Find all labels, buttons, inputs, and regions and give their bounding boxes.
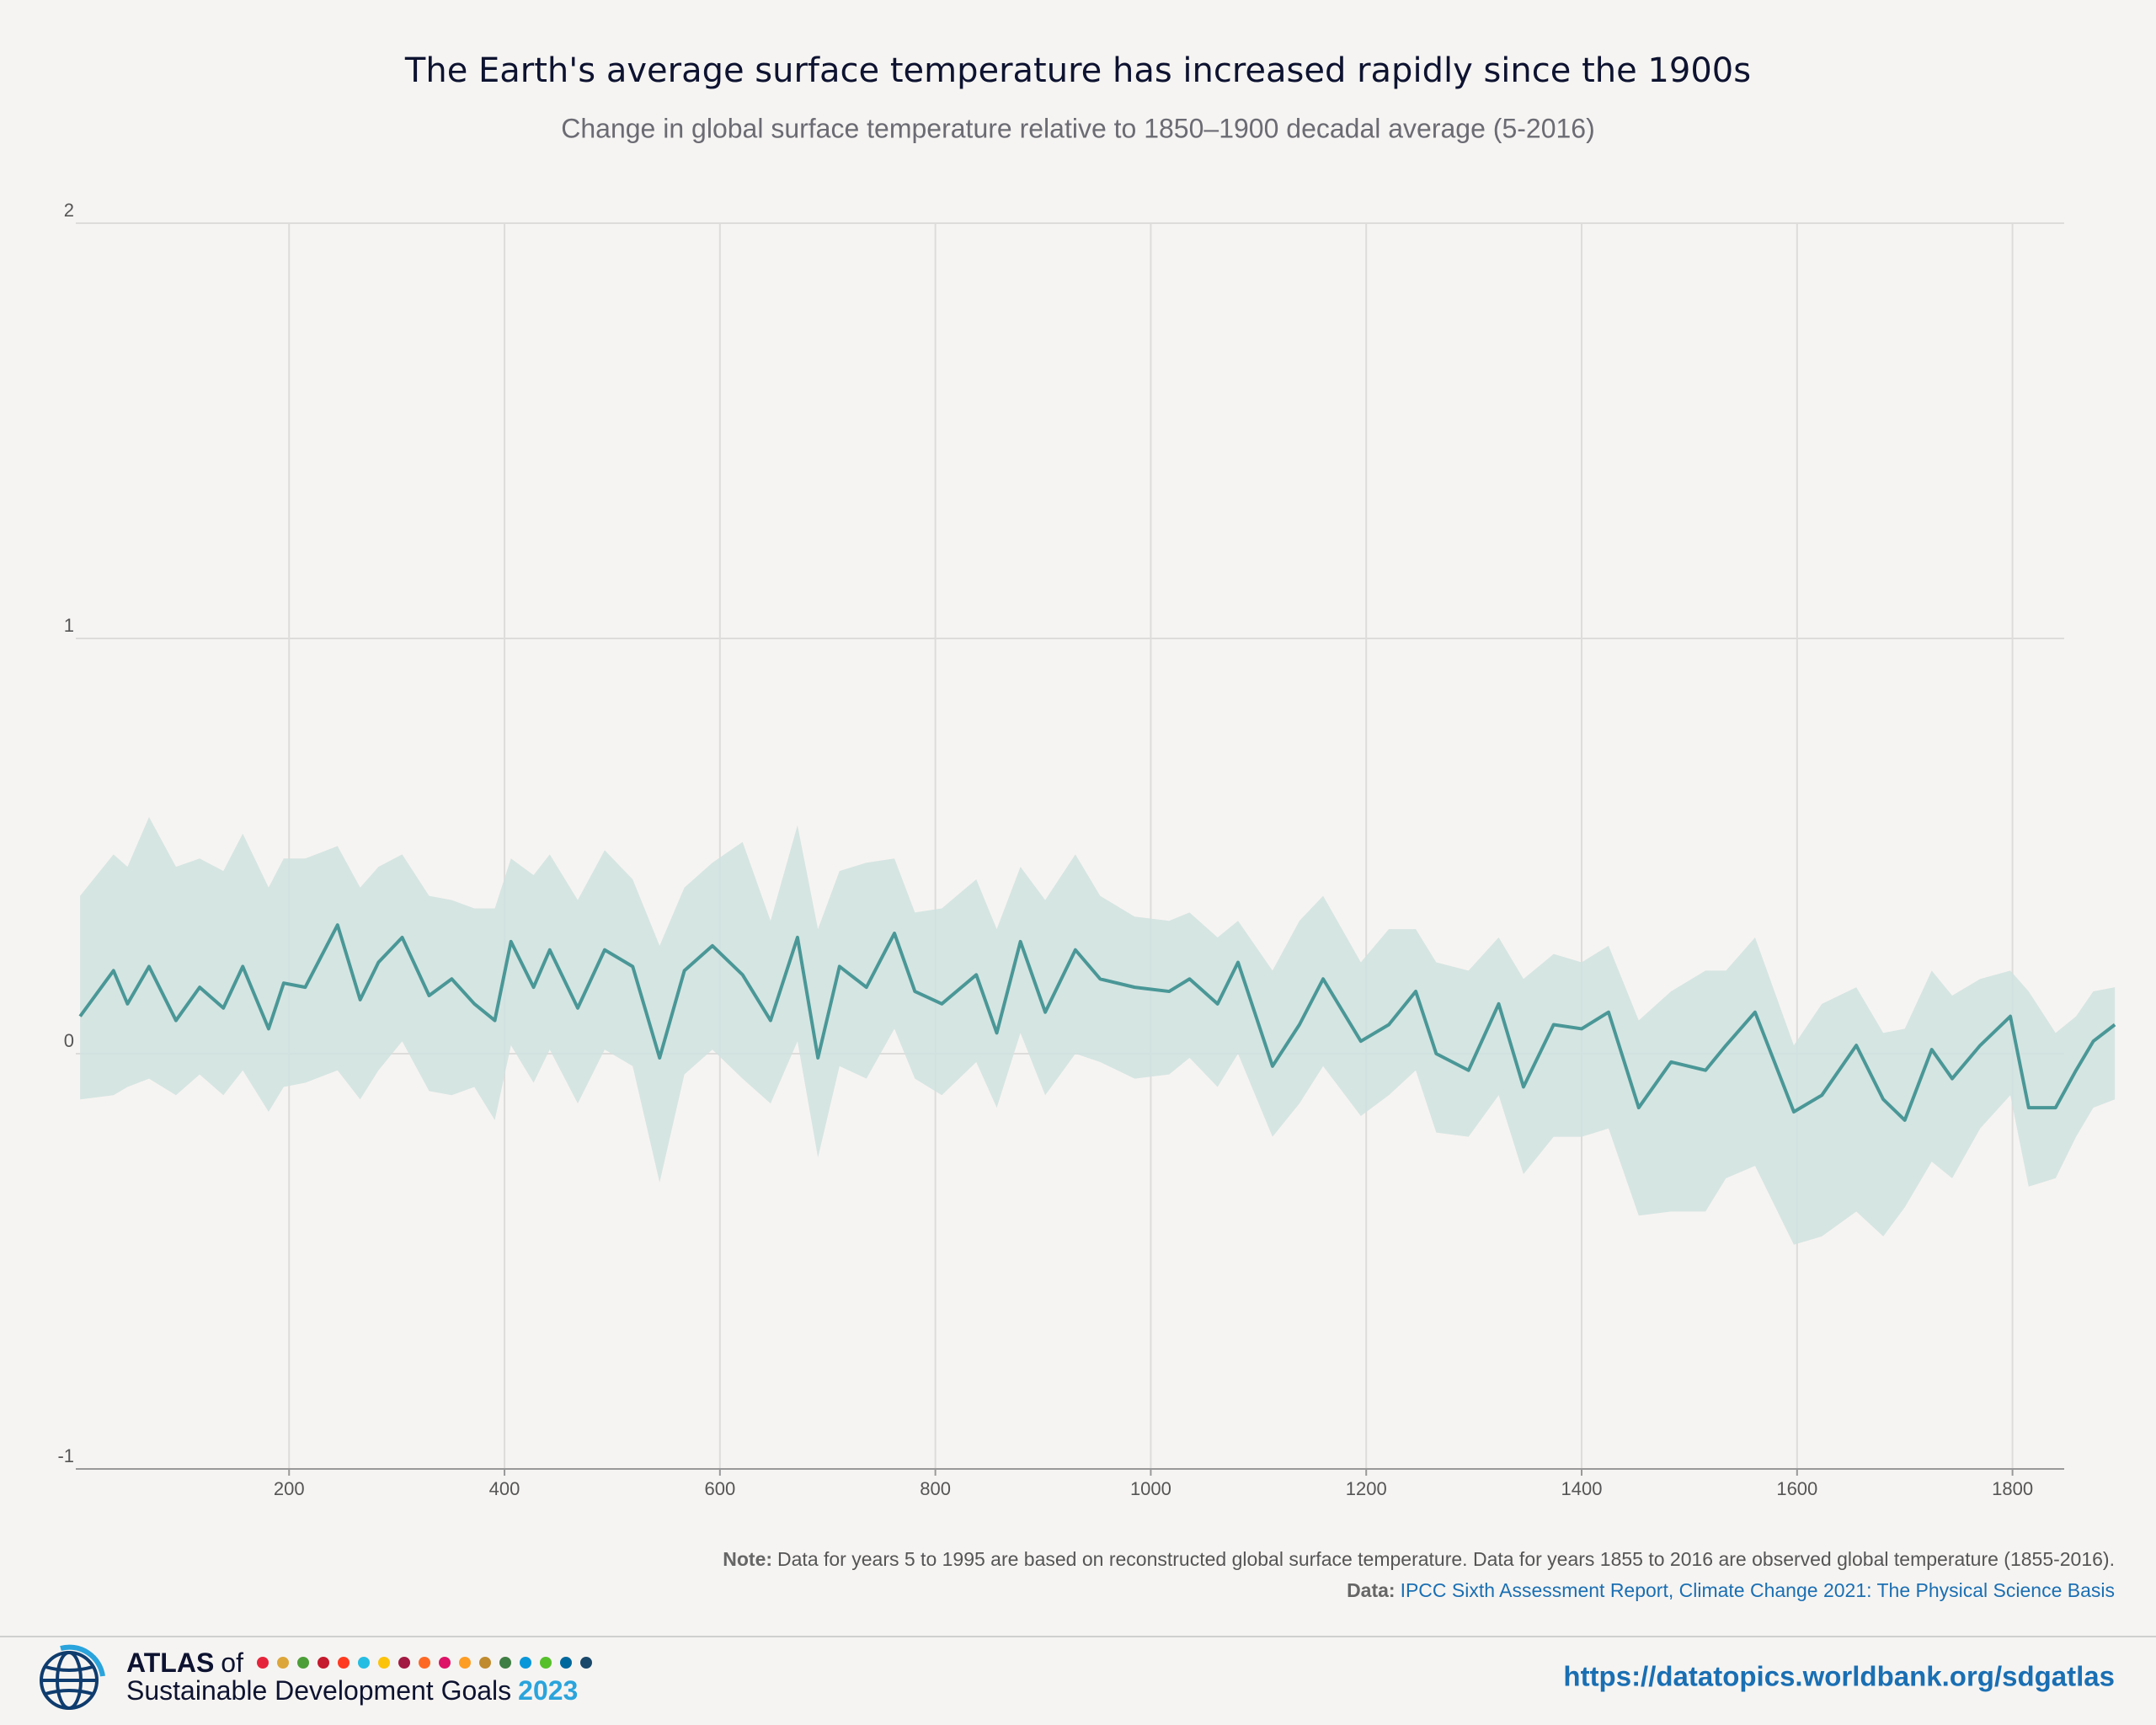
sdg-dot	[560, 1657, 572, 1669]
x-tick-label: 1200	[1346, 1478, 1387, 1499]
sdg-dot	[378, 1657, 390, 1669]
x-tick-label: 600	[704, 1478, 735, 1499]
atlas: ATLAS	[126, 1648, 214, 1678]
source: Data: IPCC Sixth Assessment Report, Clima…	[1347, 1579, 2115, 1601]
x-tick-label: 400	[489, 1478, 520, 1499]
chart-subtitle: Change in global surface temperature rel…	[561, 113, 1594, 143]
y-tick-label: 0	[64, 1030, 74, 1051]
sdg-dot	[257, 1657, 269, 1669]
sdg-dot	[580, 1657, 592, 1669]
sdg-dot	[318, 1657, 329, 1669]
sdg-dot	[499, 1657, 511, 1669]
globe-logo	[40, 1644, 105, 1710]
sdg-dot	[459, 1657, 471, 1669]
plot-area: -1 0 1 2 200 400 600 800 1000 1200 1400 1600 1800	[57, 200, 2116, 1499]
y-tick-label: 2	[64, 200, 74, 221]
sdg-dot	[338, 1657, 350, 1669]
temperature-line	[78, 923, 2116, 1122]
atlas-of: of	[221, 1648, 243, 1678]
x-tick-label: 1600	[1776, 1478, 1817, 1499]
sdg-name: Sustainable Development Goals	[126, 1675, 511, 1706]
sdg-dot	[479, 1657, 491, 1669]
footer-url[interactable]: https://datatopics.worldbank.org/sdgatla…	[1563, 1661, 2115, 1692]
note: Note: Data for years 5 to 1995 are based …	[723, 1548, 2115, 1570]
sdg-dot	[520, 1657, 531, 1669]
sdg-dot	[419, 1657, 430, 1669]
sdg-dots	[257, 1657, 592, 1669]
sdg-dot	[297, 1657, 309, 1669]
sdg-dot	[439, 1657, 451, 1669]
x-tick-label: 800	[920, 1478, 951, 1499]
source-link[interactable]: IPCC Sixth Assessment Report, Climate Ch…	[1401, 1579, 2115, 1601]
source-label: Data:	[1347, 1579, 1396, 1601]
sdg-dot	[540, 1657, 552, 1669]
atlas-name: Sustainable Development Goals 2023	[126, 1675, 578, 1706]
sdg-dot	[277, 1657, 289, 1669]
sdg-dot	[358, 1657, 370, 1669]
x-tick-label: 200	[274, 1478, 305, 1499]
sdg-dot	[398, 1657, 410, 1669]
atlas-year: 2023	[518, 1675, 578, 1706]
uncertainty-band	[80, 816, 2116, 1245]
note-label: Note:	[723, 1548, 772, 1570]
x-tick-label: 1800	[1992, 1478, 2033, 1499]
x-tick-label: 1400	[1561, 1478, 1603, 1499]
y-tick-label: -1	[57, 1445, 74, 1466]
atlas-label: ATLAS of	[126, 1648, 243, 1678]
x-tick-label: 1000	[1130, 1478, 1171, 1499]
y-tick-label: 1	[64, 615, 74, 636]
note-text: Data for years 5 to 1995 are based on re…	[777, 1548, 2115, 1570]
chart-title: The Earth's average surface temperature …	[404, 51, 1751, 90]
